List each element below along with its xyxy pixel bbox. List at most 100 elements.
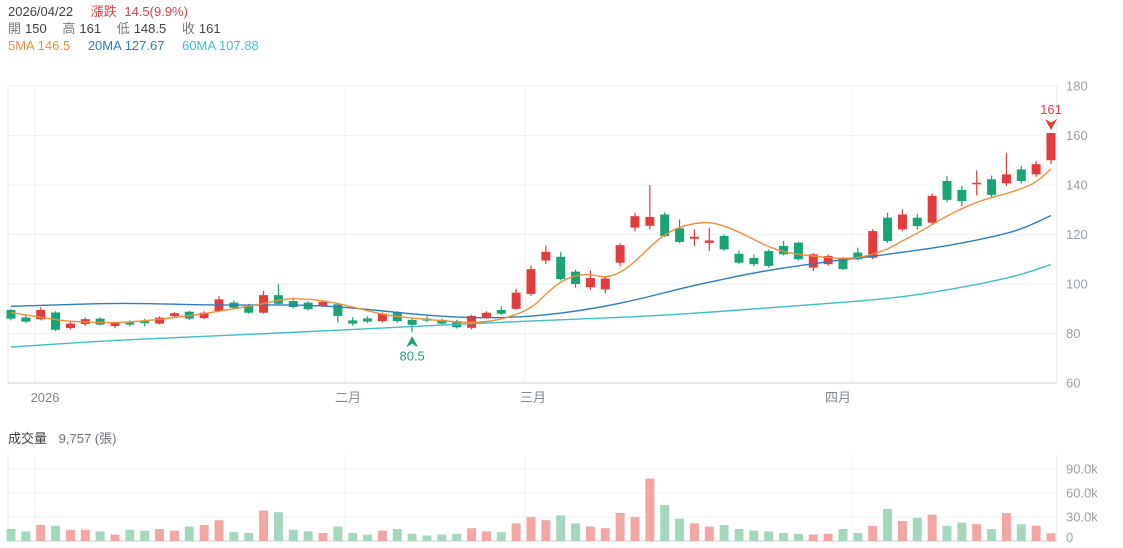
candle-body <box>199 312 209 319</box>
volume-bar <box>585 526 595 541</box>
volume-value: 9,757 (張) <box>58 431 117 446</box>
volume-bar <box>199 525 209 541</box>
candle-body <box>942 181 952 200</box>
volume-bar <box>719 525 729 541</box>
candle-body <box>779 245 789 255</box>
candle-body <box>437 319 447 324</box>
volume-bar <box>1046 533 1056 541</box>
candle-body <box>318 301 328 307</box>
close-value: 161 <box>198 21 221 36</box>
candle-body <box>793 242 803 260</box>
volume-bar <box>541 520 551 541</box>
candle-body <box>273 295 283 304</box>
candle-body <box>6 309 16 319</box>
volume-bar <box>318 533 328 541</box>
volume-bar <box>125 529 135 541</box>
candle-body <box>838 257 848 270</box>
candle-body <box>600 278 610 290</box>
volume-bar <box>95 531 105 541</box>
high-annotation-label: 161 <box>1040 102 1062 117</box>
volume-axis-tick: 30.0k <box>1066 510 1098 525</box>
volume-bar <box>987 529 997 541</box>
volume-bar <box>808 534 818 541</box>
volume-bar <box>1001 513 1011 541</box>
candle-body <box>65 323 75 329</box>
volume-bar <box>65 529 75 541</box>
ma60-value: 107.88 <box>218 38 259 53</box>
volume-bar <box>155 529 165 541</box>
candle-body <box>407 319 417 325</box>
candle-body <box>660 214 670 236</box>
volume-bar <box>853 533 863 541</box>
change-label: 漲跌 <box>90 4 117 19</box>
low-value: 148.5 <box>133 21 167 36</box>
ma5-label: 5MA <box>8 38 35 53</box>
candle-body <box>496 309 506 314</box>
candle-body <box>585 278 595 288</box>
volume-bar <box>333 526 343 541</box>
low-label: 低 <box>116 21 130 36</box>
price-axis-tick: 100 <box>1066 277 1088 292</box>
close-label: 收 <box>181 21 195 36</box>
candle-body <box>883 217 893 241</box>
candle-body <box>972 182 982 185</box>
volume-bar <box>927 514 937 541</box>
volume-bar <box>377 530 387 541</box>
volume-bar <box>452 533 462 541</box>
volume-bar <box>779 533 789 541</box>
candle-body <box>363 318 373 322</box>
candle-body <box>764 251 774 266</box>
quote-header-line2: 開 150 高 161 低 148.5 收 161 <box>8 21 259 37</box>
volume-title: 成交量 9,757 (張) <box>8 428 116 447</box>
volume-bar <box>303 531 313 541</box>
volume-axis-tick: 60.0k <box>1066 486 1098 501</box>
candle-body <box>348 320 358 324</box>
volume-bar <box>600 528 610 541</box>
x-axis-month-label: 二月 <box>335 390 361 405</box>
volume-bar <box>883 509 893 541</box>
candle-body <box>645 216 655 226</box>
volume-bar <box>214 520 224 541</box>
volume-bar <box>1016 524 1026 541</box>
x-axis-month-label: 三月 <box>520 390 546 405</box>
volume-bar <box>259 510 269 541</box>
price-axis-tick: 180 <box>1066 79 1088 94</box>
volume-bar <box>496 532 506 541</box>
ma5-line <box>10 168 1052 324</box>
price-axis-tick: 160 <box>1066 128 1088 143</box>
volume-bar <box>897 521 907 541</box>
volume-bar <box>675 518 685 541</box>
open-value: 150 <box>25 21 47 36</box>
volume-bar <box>51 525 61 541</box>
candle-body <box>1016 169 1026 182</box>
volume-bar <box>764 531 774 541</box>
candle-body <box>541 251 551 261</box>
volume-bar <box>630 517 640 541</box>
volume-bar <box>660 505 670 541</box>
candle-body <box>868 231 878 258</box>
candle-body <box>927 195 937 223</box>
candle-body <box>1046 133 1056 161</box>
volume-bar <box>526 517 536 541</box>
volume-bar <box>288 529 298 541</box>
volume-bar <box>823 533 833 541</box>
volume-bar <box>392 529 402 541</box>
quote-date: 2026/04/22 <box>8 4 74 19</box>
volume-bar <box>481 531 491 541</box>
volume-bar <box>229 532 239 541</box>
volume-bar <box>363 534 373 541</box>
volume-bar <box>348 533 358 541</box>
volume-bar <box>838 529 848 541</box>
volume-bar <box>556 515 566 541</box>
ma20-label: 20MA <box>87 38 122 53</box>
volume-bar <box>571 523 581 541</box>
candle-body <box>1031 164 1041 175</box>
ma60-line <box>10 263 1052 348</box>
quote-header-line1: 2026/04/22 漲跌 14.5(9.9%) <box>8 4 259 20</box>
candle-body <box>1001 174 1011 184</box>
candle-body <box>571 271 581 284</box>
candle-body <box>288 301 298 308</box>
high-value: 161 <box>79 21 102 36</box>
